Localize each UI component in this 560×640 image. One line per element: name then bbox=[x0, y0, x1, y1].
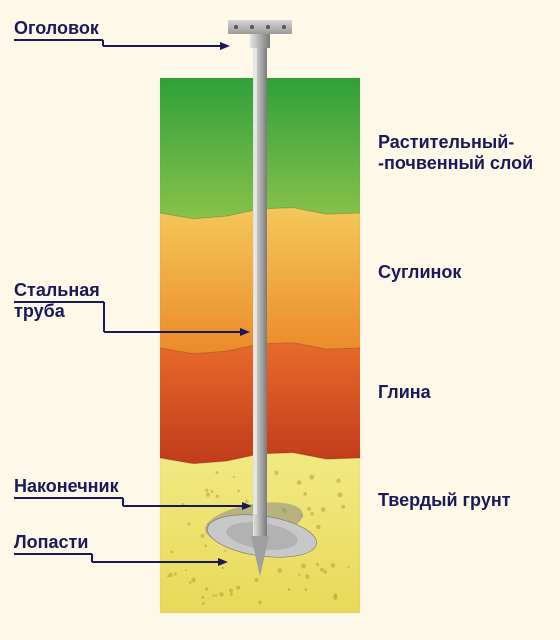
underline-cap bbox=[14, 39, 103, 41]
label-tip: Наконечник bbox=[14, 476, 119, 497]
layer-label-vegetation: Растительный- -почвенный слой bbox=[378, 132, 533, 174]
underline-blades bbox=[14, 553, 92, 555]
label-blades: Лопасти bbox=[14, 532, 88, 553]
layer-label-hard_soil: Твердый грунт bbox=[378, 490, 511, 511]
underline-shaft bbox=[14, 301, 104, 303]
label-cap: Оголовок bbox=[14, 18, 99, 39]
layer-label-clay: Глина bbox=[378, 382, 431, 403]
layer-label-loam: Суглинок bbox=[378, 262, 461, 283]
underline-tip bbox=[14, 497, 123, 499]
